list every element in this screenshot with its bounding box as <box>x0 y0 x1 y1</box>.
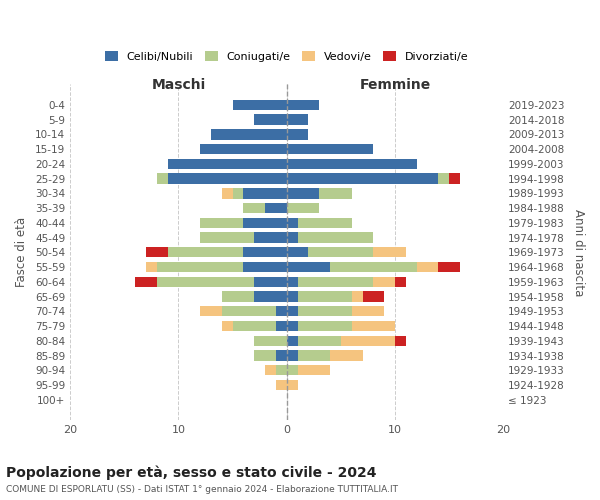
Bar <box>352 321 395 331</box>
Bar <box>254 350 276 360</box>
Bar <box>287 188 319 198</box>
Bar <box>287 129 308 140</box>
Bar <box>157 174 167 184</box>
Bar <box>287 350 298 360</box>
Bar <box>395 276 406 287</box>
Bar <box>287 306 298 316</box>
Y-axis label: Fasce di età: Fasce di età <box>15 218 28 288</box>
Bar <box>319 188 352 198</box>
Bar <box>287 321 298 331</box>
Y-axis label: Anni di nascita: Anni di nascita <box>572 208 585 296</box>
Bar <box>287 158 417 169</box>
Bar <box>298 218 352 228</box>
Bar <box>298 336 341 346</box>
Bar <box>298 306 352 316</box>
Bar <box>157 276 254 287</box>
Bar <box>287 144 373 154</box>
Bar <box>276 380 287 390</box>
Bar <box>287 203 319 213</box>
Bar <box>330 262 417 272</box>
Bar <box>287 232 298 242</box>
Bar <box>254 336 287 346</box>
Bar <box>330 350 362 360</box>
Bar <box>211 129 287 140</box>
Bar <box>287 174 439 184</box>
Bar <box>244 247 287 258</box>
Bar <box>157 262 244 272</box>
Bar <box>298 232 373 242</box>
Bar <box>439 262 460 272</box>
Bar <box>244 218 287 228</box>
Bar <box>287 292 298 302</box>
Bar <box>222 292 254 302</box>
Text: Femmine: Femmine <box>359 78 431 92</box>
Bar <box>352 306 384 316</box>
Bar <box>146 247 167 258</box>
Bar <box>233 188 244 198</box>
Bar <box>222 188 233 198</box>
Bar <box>341 336 395 346</box>
Bar <box>287 100 319 110</box>
Bar <box>298 365 330 376</box>
Bar <box>167 174 287 184</box>
Bar <box>287 218 298 228</box>
Bar <box>200 144 287 154</box>
Bar <box>362 292 384 302</box>
Bar <box>308 247 373 258</box>
Bar <box>287 262 330 272</box>
Bar <box>200 306 222 316</box>
Bar <box>287 247 308 258</box>
Bar <box>233 321 276 331</box>
Legend: Celibi/Nubili, Coniugati/e, Vedovi/e, Divorziati/e: Celibi/Nubili, Coniugati/e, Vedovi/e, Di… <box>100 46 473 66</box>
Bar <box>287 114 308 125</box>
Bar <box>244 203 265 213</box>
Text: Maschi: Maschi <box>151 78 206 92</box>
Bar <box>244 262 287 272</box>
Bar <box>298 321 352 331</box>
Bar <box>373 276 395 287</box>
Bar <box>276 321 287 331</box>
Bar <box>352 292 362 302</box>
Bar <box>244 188 287 198</box>
Bar <box>395 336 406 346</box>
Bar <box>135 276 157 287</box>
Bar <box>254 232 287 242</box>
Bar <box>200 232 254 242</box>
Bar <box>200 218 244 228</box>
Bar <box>254 276 287 287</box>
Bar <box>287 276 298 287</box>
Bar <box>167 247 244 258</box>
Bar <box>233 100 287 110</box>
Bar <box>222 306 276 316</box>
Bar <box>298 276 373 287</box>
Bar <box>439 174 449 184</box>
Bar <box>276 350 287 360</box>
Bar <box>287 336 298 346</box>
Bar <box>254 292 287 302</box>
Bar <box>287 380 298 390</box>
Bar <box>254 114 287 125</box>
Bar <box>265 203 287 213</box>
Bar <box>373 247 406 258</box>
Bar <box>287 365 298 376</box>
Text: COMUNE DI ESPORLATU (SS) - Dati ISTAT 1° gennaio 2024 - Elaborazione TUTTITALIA.: COMUNE DI ESPORLATU (SS) - Dati ISTAT 1°… <box>6 485 398 494</box>
Bar <box>298 350 330 360</box>
Bar <box>417 262 439 272</box>
Bar <box>449 174 460 184</box>
Bar <box>276 365 287 376</box>
Bar <box>167 158 287 169</box>
Bar <box>276 306 287 316</box>
Bar <box>222 321 233 331</box>
Bar <box>146 262 157 272</box>
Text: Popolazione per età, sesso e stato civile - 2024: Popolazione per età, sesso e stato civil… <box>6 465 377 479</box>
Bar <box>298 292 352 302</box>
Bar <box>265 365 276 376</box>
